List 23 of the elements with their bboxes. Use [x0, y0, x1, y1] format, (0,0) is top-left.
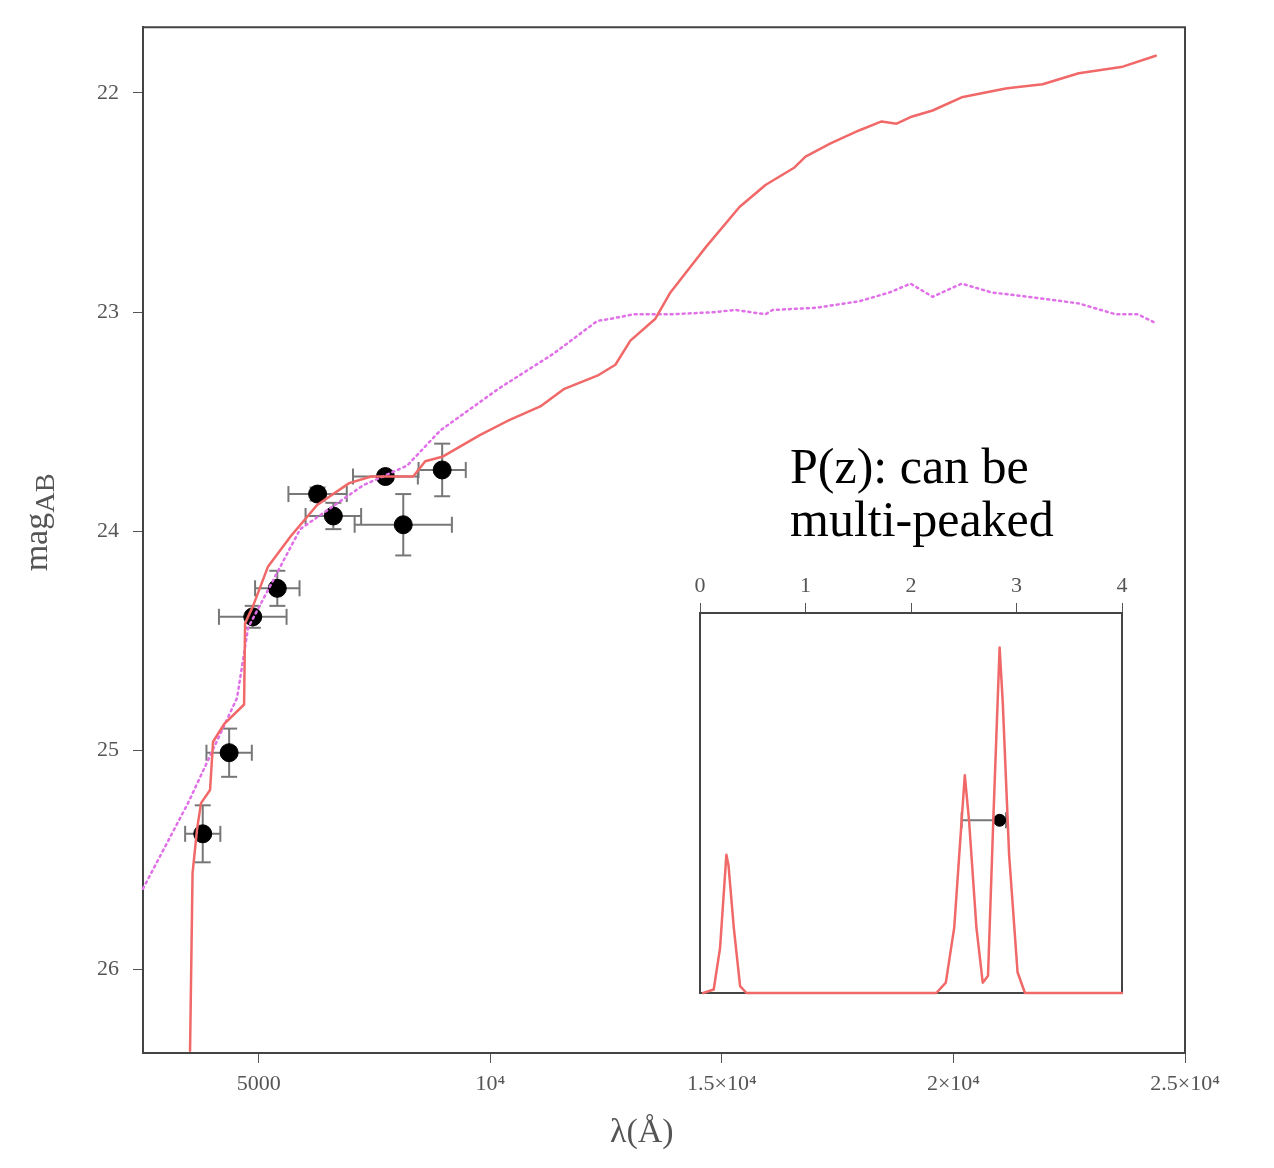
x-tick-label: 5000 [236, 1069, 281, 1095]
point [393, 515, 413, 535]
point [432, 460, 452, 480]
x-tick-label: 2×10⁴ [926, 1069, 981, 1095]
x-tick-label: 4 [1116, 571, 1128, 597]
x-tick-label: 2.5×10⁴ [1150, 1069, 1221, 1095]
x-tick-label: 2 [905, 571, 917, 597]
y-tick-label: 24 [97, 517, 119, 543]
x-tick-label: 1 [800, 571, 811, 597]
y-tick-label: 22 [97, 78, 119, 104]
y-tick-label: 23 [97, 297, 119, 323]
x-tick-label: 1.5×10⁴ [687, 1069, 758, 1095]
x-axis-title: λ(Å) [610, 1112, 674, 1150]
point [267, 578, 287, 598]
y-tick-label: 25 [97, 736, 119, 762]
x-tick-label: 10⁴ [475, 1069, 506, 1095]
x-tick-label: 0 [694, 571, 706, 597]
point [323, 506, 343, 526]
y-tick-label: 26 [97, 955, 119, 981]
x-tick-label: 3 [1011, 571, 1022, 597]
point [219, 743, 239, 763]
line-series [141, 282, 1158, 890]
chart-title: P(z): can be multi-peaked [790, 438, 1055, 547]
